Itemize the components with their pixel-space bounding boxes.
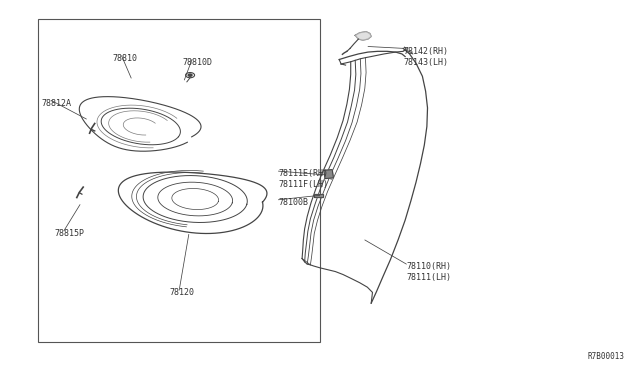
Text: 78142(RH)
78143(LH): 78142(RH) 78143(LH) <box>403 46 448 67</box>
Bar <box>38 19 320 342</box>
Text: 78111E(RH)
78111F(LH): 78111E(RH) 78111F(LH) <box>278 169 328 189</box>
Text: 78810: 78810 <box>112 54 137 63</box>
Bar <box>314 194 323 197</box>
Polygon shape <box>355 32 371 40</box>
Text: 78815P: 78815P <box>54 229 84 238</box>
Polygon shape <box>324 170 333 179</box>
Text: 78100B: 78100B <box>278 198 308 207</box>
Text: 78110(RH)
78111(LH): 78110(RH) 78111(LH) <box>406 262 451 282</box>
Text: 78120: 78120 <box>170 288 195 297</box>
Circle shape <box>188 74 192 76</box>
Text: 78812A: 78812A <box>42 99 72 108</box>
Text: 78810D: 78810D <box>182 58 212 67</box>
Text: R7B00013: R7B00013 <box>587 352 624 361</box>
